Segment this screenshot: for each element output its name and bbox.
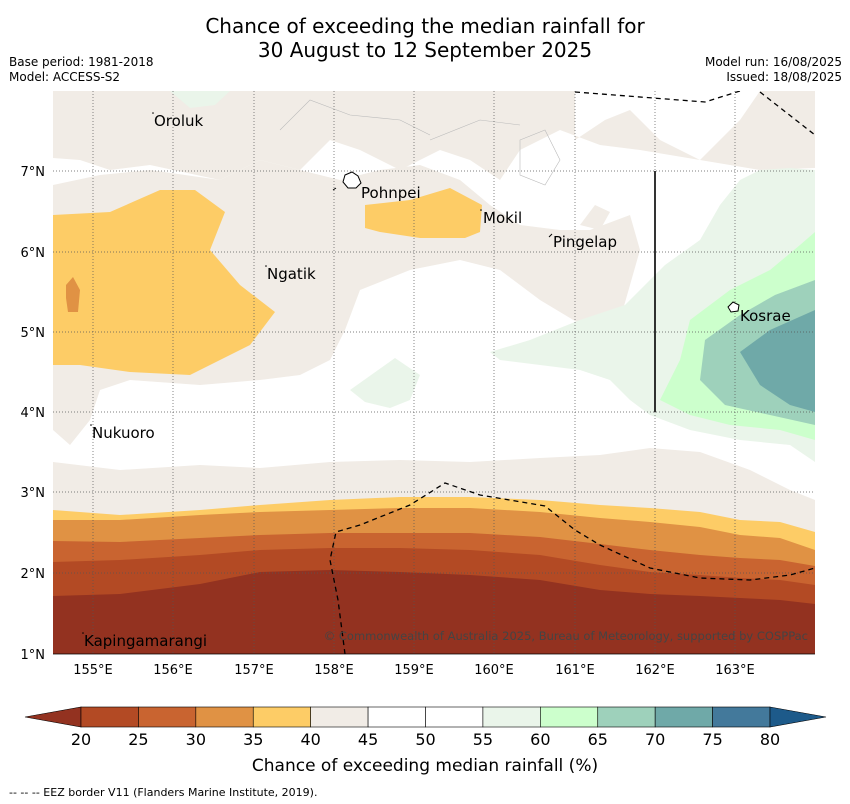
pohnpei-island xyxy=(342,171,362,189)
colorbar-segment xyxy=(195,706,254,728)
colorbar-tick: 75 xyxy=(702,730,722,749)
label-oroluk: Oroluk xyxy=(154,112,203,130)
colorbar-segment xyxy=(80,706,139,728)
x-tick-labels: 155°E 156°E 157°E 158°E 159°E 160°E 161°… xyxy=(73,663,755,678)
contour-40-45-north xyxy=(53,91,815,180)
contour-lines xyxy=(279,99,561,186)
label-pingelap: Pingelap xyxy=(553,233,617,251)
copyright-notice: © Commonwealth of Australia 2025, Bureau… xyxy=(324,629,808,643)
x-tick: 161°E xyxy=(555,663,595,678)
colorbar-tick: 45 xyxy=(358,730,378,749)
colorbar-segments xyxy=(80,706,771,728)
x-tick: 162°E xyxy=(635,663,675,678)
colorbar-tick: 35 xyxy=(243,730,263,749)
x-tick: 159°E xyxy=(394,663,434,678)
colorbar-segment xyxy=(482,706,541,728)
label-kosrae: Kosrae xyxy=(740,307,791,325)
colorbar-segment xyxy=(367,706,426,728)
eez-footnote: -- -- -- EEZ border V11 (Flanders Marine… xyxy=(9,786,318,799)
colorbar-title: Chance of exceeding median rainfall (%) xyxy=(251,756,599,776)
ngatik-marker xyxy=(265,265,267,267)
meta-right: Model run: 16/08/2025 Issued: 18/08/2025 xyxy=(705,55,842,85)
colorbar-tick: 60 xyxy=(530,730,550,749)
colorbar-tick: 20 xyxy=(71,730,91,749)
label-mokil: Mokil xyxy=(483,209,522,227)
y-tick: 1°N xyxy=(21,648,46,663)
y-tick: 2°N xyxy=(21,567,46,582)
nukuoro-marker xyxy=(90,424,92,426)
colorbar: 20 25 30 35 40 45 50 55 60 65 70 75 80 xyxy=(24,706,827,749)
colorbar-tick: 80 xyxy=(760,730,780,749)
oroluk-marker xyxy=(152,112,154,114)
contour-70-75 xyxy=(740,310,815,412)
colorbar-tick: 30 xyxy=(186,730,206,749)
contour-55-60-small xyxy=(350,358,420,408)
x-tick: 158°E xyxy=(314,663,354,678)
x-tick: 157°E xyxy=(234,663,274,678)
colorbar-segment xyxy=(540,706,599,728)
colorbar-segment xyxy=(138,706,197,728)
kosrae-island xyxy=(727,301,740,313)
colorbar-segment xyxy=(310,706,369,728)
x-tick: 163°E xyxy=(715,663,755,678)
rainfall-contours: Oroluk Pohnpei Mokil Pingelap Ngatik Kos… xyxy=(53,91,815,654)
eez-border xyxy=(329,91,815,654)
x-tick: 160°E xyxy=(474,663,514,678)
colorbar-segment xyxy=(425,706,484,728)
y-tick: 5°N xyxy=(21,326,46,341)
y-tick: 4°N xyxy=(21,406,46,421)
contour-30-35-patch xyxy=(66,277,80,312)
meta-left: Base period: 1981-2018 Model: ACCESS-S2 xyxy=(9,55,154,85)
base-period: Base period: 1981-2018 xyxy=(9,55,154,69)
colorbar-tick: 50 xyxy=(415,730,435,749)
issued-date: Issued: 18/08/2025 xyxy=(726,70,842,84)
y-tick-labels: 7°N 6°N 5°N 4°N 3°N 2°N 1°N xyxy=(21,165,46,663)
label-ngatik: Ngatik xyxy=(267,265,316,283)
colorbar-low-arrow xyxy=(24,706,82,728)
colorbar-tick: 65 xyxy=(588,730,608,749)
map-title: Chance of exceeding the median rainfall … xyxy=(0,14,850,62)
colorbar-tick: 25 xyxy=(128,730,148,749)
label-nukuoro: Nukuoro xyxy=(92,424,155,442)
y-tick: 7°N xyxy=(21,165,46,180)
colorbar-tick: 55 xyxy=(473,730,493,749)
contour-40-45-small xyxy=(580,205,610,230)
colorbar-tick: 40 xyxy=(300,730,320,749)
colorbar-segment xyxy=(597,706,656,728)
contour-35-40-west xyxy=(53,190,275,375)
colorbar-segment xyxy=(712,706,771,728)
title-line-2: 30 August to 12 September 2025 xyxy=(257,38,593,62)
y-tick: 6°N xyxy=(21,246,46,261)
ant-atoll xyxy=(332,187,337,191)
model-run: Model run: 16/08/2025 xyxy=(704,55,842,69)
colorbar-segment xyxy=(252,706,311,728)
contour-35-40-central xyxy=(365,188,482,238)
label-kapingamarangi: Kapingamarangi xyxy=(84,632,207,650)
contour-55-60-top xyxy=(170,91,230,108)
kapingamarangi-marker xyxy=(82,632,84,634)
colorbar-tick: 70 xyxy=(645,730,665,749)
contour-below-20 xyxy=(53,570,815,654)
colorbar-tick-labels: 20 25 30 35 40 45 50 55 60 65 70 75 80 xyxy=(71,730,780,749)
colorbar-segment xyxy=(654,706,713,728)
y-tick: 3°N xyxy=(21,486,46,501)
mokil-marker xyxy=(480,209,482,211)
x-tick: 156°E xyxy=(153,663,193,678)
colorbar-high-arrow xyxy=(769,706,827,728)
title-line-1: Chance of exceeding the median rainfall … xyxy=(205,14,645,38)
x-tick: 155°E xyxy=(73,663,113,678)
pingelap-marker xyxy=(548,233,553,238)
model-name: Model: ACCESS-S2 xyxy=(9,70,121,84)
label-pohnpei: Pohnpei xyxy=(361,184,421,202)
